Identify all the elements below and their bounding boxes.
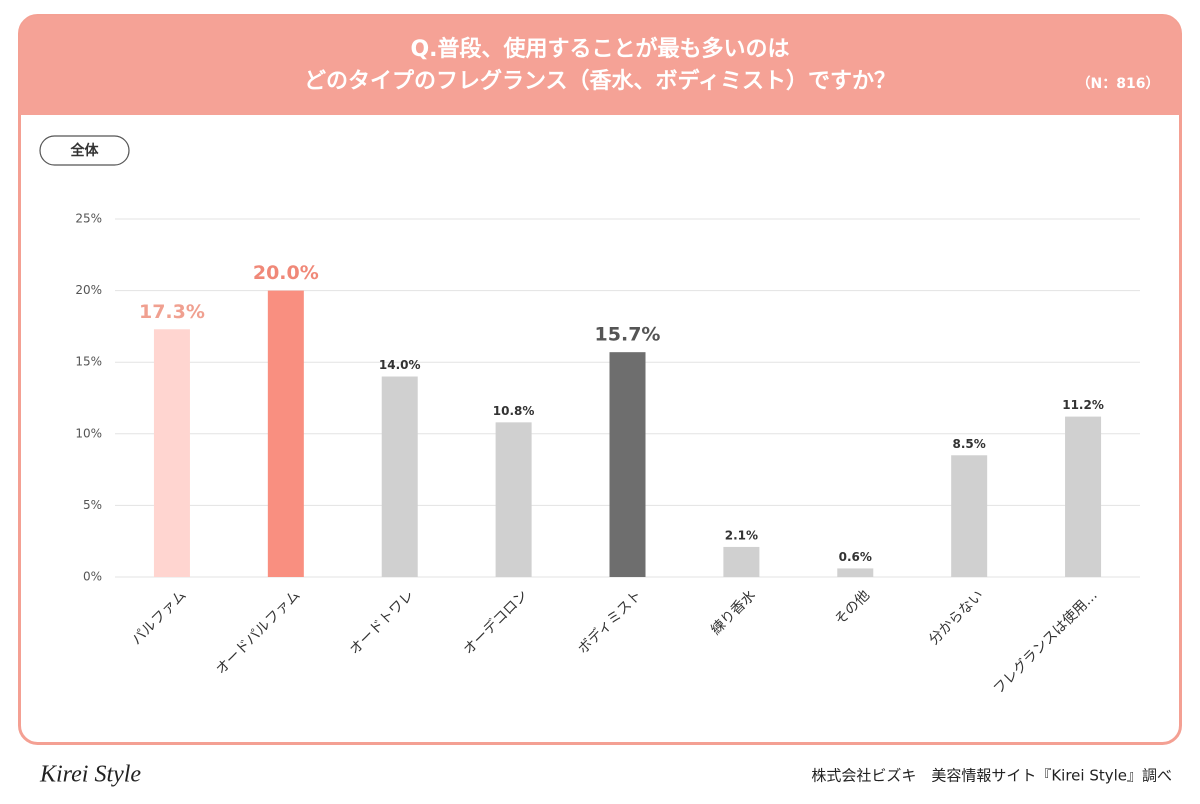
logo: Kirei Style xyxy=(39,762,141,788)
bar xyxy=(1065,416,1102,577)
value-label: 15.7% xyxy=(595,324,661,346)
y-tick-label: 25% xyxy=(75,212,102,226)
y-tick-label: 20% xyxy=(75,283,102,297)
value-label: 20.0% xyxy=(253,262,319,284)
value-label: 17.3% xyxy=(139,301,205,323)
bar xyxy=(495,422,532,577)
tab xyxy=(39,135,130,166)
header-band xyxy=(19,15,1181,115)
value-label: 14.0% xyxy=(379,358,421,372)
bar xyxy=(267,290,304,577)
title: Q.普段、使用することが最も多いのは xyxy=(410,36,789,62)
value-label: 2.1% xyxy=(725,528,758,542)
value-label: 10.8% xyxy=(493,404,535,418)
credit: 株式会社ビズキ 美容情報サイト『Kirei Style』調べ xyxy=(811,767,1172,785)
bar xyxy=(609,352,646,577)
y-tick-label: 10% xyxy=(75,426,102,440)
y-tick-label: 0% xyxy=(83,570,102,584)
bar xyxy=(951,455,988,577)
y-tick-label: 15% xyxy=(75,355,102,369)
bar xyxy=(723,546,760,577)
sample-size: （N：816） xyxy=(1077,76,1160,92)
tab-label: 全体 xyxy=(70,142,100,159)
bar xyxy=(837,568,874,577)
value-label: 8.5% xyxy=(953,437,986,451)
value-label: 0.6% xyxy=(839,550,872,564)
bar xyxy=(381,376,418,577)
value-label: 11.2% xyxy=(1062,398,1104,412)
y-tick-label: 5% xyxy=(83,498,102,512)
title: どのタイプのフレグランス（香水、ボディミスト）ですか？ xyxy=(304,68,896,94)
bar xyxy=(153,329,190,577)
